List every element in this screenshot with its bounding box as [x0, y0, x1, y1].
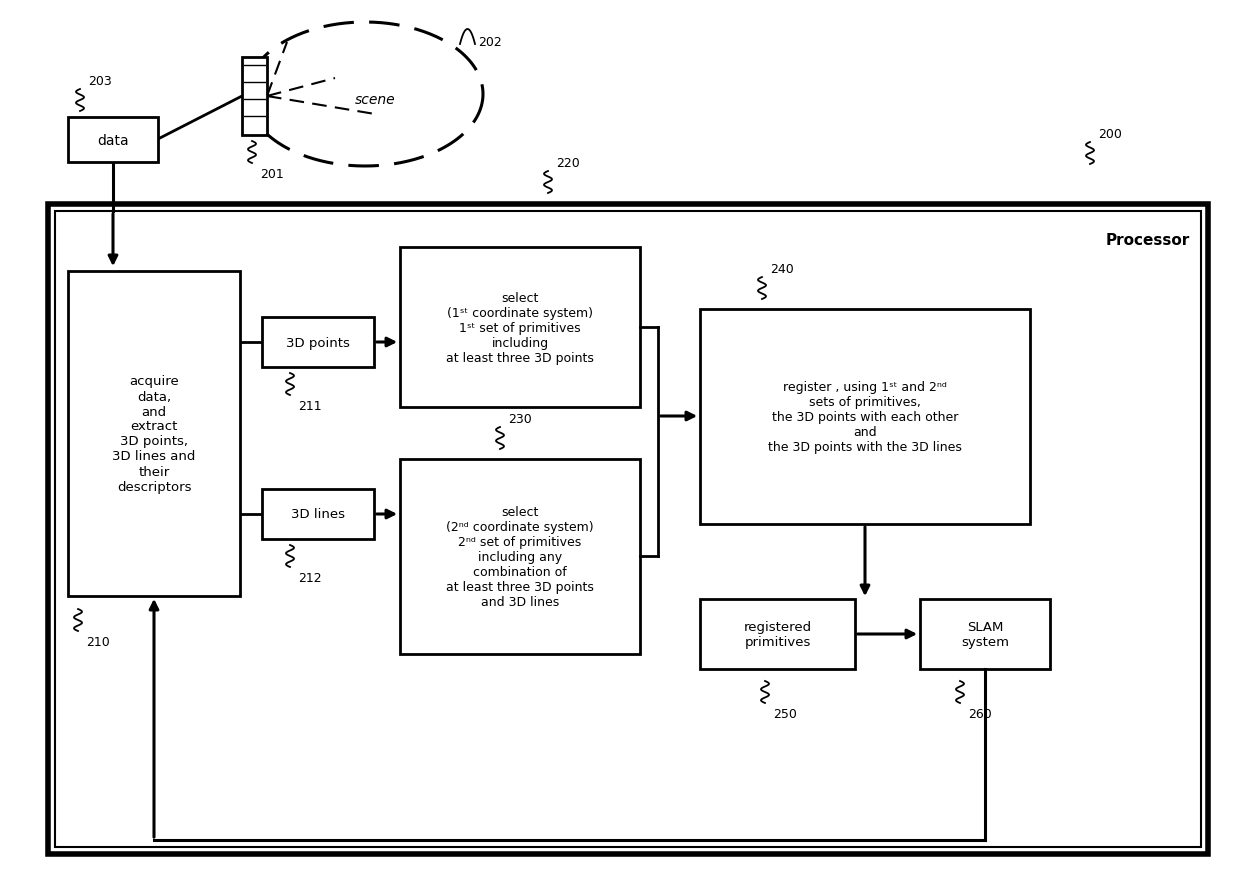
Text: select
(2ⁿᵈ coordinate system)
2ⁿᵈ set of primitives
including any
combination o: select (2ⁿᵈ coordinate system) 2ⁿᵈ set o…: [446, 505, 594, 608]
Bar: [68, 272, 241, 596]
Text: 212: 212: [298, 571, 321, 585]
Text: 200: 200: [1097, 128, 1122, 141]
Text: register , using 1ˢᵗ and 2ⁿᵈ
sets of primitives,
the 3D points with each other
a: register , using 1ˢᵗ and 2ⁿᵈ sets of pri…: [768, 381, 962, 453]
Text: select
(1ˢᵗ coordinate system)
1ˢᵗ set of primitives
including
at least three 3D: select (1ˢᵗ coordinate system) 1ˢᵗ set o…: [446, 291, 594, 364]
Text: acquire
data,
and
extract
3D points,
3D lines and
their
descriptors: acquire data, and extract 3D points, 3D …: [113, 375, 196, 493]
Text: SLAM
system: SLAM system: [961, 620, 1009, 648]
Text: 203: 203: [88, 75, 112, 88]
Text: 3D points: 3D points: [286, 336, 350, 350]
Bar: [242, 58, 267, 136]
Bar: [55, 212, 1202, 847]
Bar: [701, 309, 1030, 525]
Text: 202: 202: [477, 36, 502, 48]
Text: 3D lines: 3D lines: [291, 508, 345, 521]
Bar: [920, 599, 1050, 670]
Bar: [401, 248, 640, 408]
Text: 210: 210: [86, 636, 110, 648]
Text: registered
primitives: registered primitives: [744, 620, 811, 648]
Bar: [262, 489, 374, 539]
Text: Processor: Processor: [1106, 232, 1190, 248]
Text: 211: 211: [298, 400, 321, 412]
Text: 240: 240: [770, 263, 794, 275]
Text: 220: 220: [556, 156, 580, 170]
Text: 260: 260: [968, 707, 992, 721]
Bar: [68, 118, 157, 163]
Text: scene: scene: [355, 93, 396, 107]
Bar: [401, 460, 640, 654]
Bar: [48, 205, 1208, 854]
Text: 250: 250: [773, 707, 797, 721]
Text: 230: 230: [508, 412, 532, 426]
Text: 201: 201: [260, 168, 284, 181]
Bar: [262, 317, 374, 367]
Bar: [701, 599, 856, 670]
Text: data: data: [97, 133, 129, 148]
